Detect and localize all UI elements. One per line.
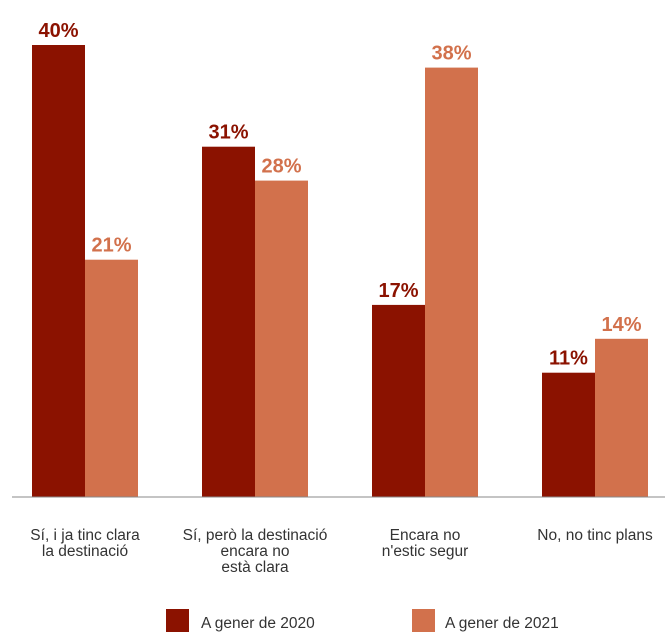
bar-2021-cat-4 — [595, 338, 648, 497]
value-label-2021-cat-4: 14% — [601, 314, 641, 336]
value-label-2021-cat-2: 28% — [261, 156, 301, 178]
value-label-2020-cat-2: 31% — [208, 122, 248, 144]
category-label-line: està clara — [221, 559, 289, 576]
category-label-3: Encara no n'estic segur — [382, 527, 469, 560]
value-label-2020-cat-1: 40% — [38, 20, 78, 42]
legend: A gener de 2020 A gener de 2021 — [166, 609, 559, 632]
bar-2020-cat-4 — [542, 372, 595, 497]
bar-2021-cat-2 — [255, 180, 308, 497]
legend-label-2020: A gener de 2020 — [201, 615, 315, 632]
value-label-2020-cat-3: 17% — [378, 280, 418, 302]
value-labels-layer: 40% 31% 17% 11% 21% 28% 38% 14% — [38, 20, 641, 370]
legend-swatch-2020 — [166, 609, 189, 632]
bar-2021-cat-1 — [85, 259, 138, 497]
category-label-line: Encara no — [390, 527, 461, 544]
category-label-line: Sí, però la destinació — [183, 527, 328, 544]
legend-swatch-2021 — [412, 609, 435, 632]
bar-2021-cat-3 — [425, 67, 478, 497]
category-label-line: la destinació — [42, 543, 128, 560]
category-label-line: Sí, i ja tinc clara — [30, 527, 140, 544]
category-label-4: No, no tinc plans — [537, 527, 653, 544]
value-label-2021-cat-3: 38% — [431, 43, 471, 65]
category-label-1: Sí, i ja tinc clara la destinació — [30, 527, 140, 560]
category-label-2: Sí, però la destinació encara no està clar… — [183, 527, 328, 576]
bars-layer — [32, 45, 648, 497]
bar-2020-cat-3 — [372, 304, 425, 497]
legend-label-2021: A gener de 2021 — [445, 615, 559, 632]
bar-2020-cat-2 — [202, 146, 255, 497]
category-label-line: encara no — [221, 543, 290, 560]
category-label-line: No, no tinc plans — [537, 527, 653, 544]
value-label-2021-cat-1: 21% — [91, 235, 131, 257]
category-label-line: n'estic segur — [382, 543, 469, 560]
value-label-2020-cat-4: 11% — [549, 348, 588, 370]
category-labels-layer: Sí, i ja tinc clara la destinació Sí, però… — [30, 527, 653, 576]
bar-2020-cat-1 — [32, 45, 85, 497]
